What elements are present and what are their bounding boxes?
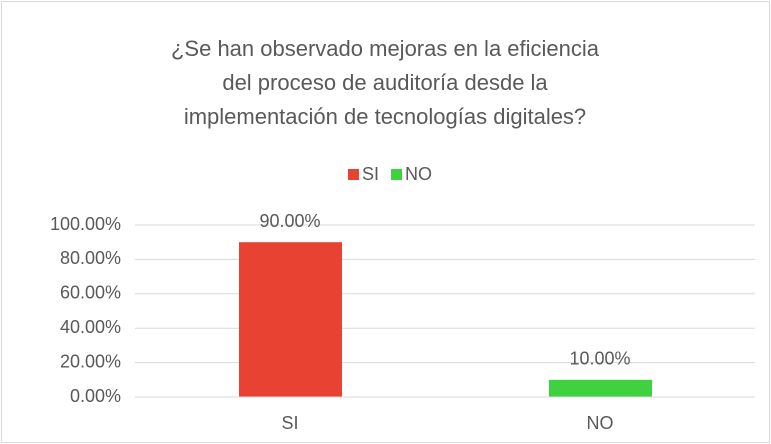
legend-label: NO <box>405 164 432 184</box>
chart-title: ¿Se han observado mejoras en la eficienc… <box>171 36 600 61</box>
legend-swatch <box>348 169 359 180</box>
y-tick-label: 20.00% <box>60 351 121 371</box>
x-tick-label: SI <box>281 413 298 433</box>
y-tick-label: 80.00% <box>60 248 121 268</box>
y-tick-label: 100.00% <box>50 214 121 234</box>
chart-title: del proceso de auditoría desde la <box>222 70 548 95</box>
y-tick-label: 60.00% <box>60 283 121 303</box>
data-label: 90.00% <box>259 211 320 231</box>
legend-swatch <box>391 169 403 180</box>
y-tick-label: 0.00% <box>70 386 121 406</box>
data-label: 10.00% <box>569 349 630 369</box>
legend-label: SI <box>362 164 379 184</box>
chart-title: implementación de tecnologías digitales? <box>184 104 586 129</box>
y-tick-label: 40.00% <box>60 317 121 337</box>
bar <box>549 379 652 397</box>
x-tick-label: NO <box>587 413 614 433</box>
bar <box>239 242 342 397</box>
